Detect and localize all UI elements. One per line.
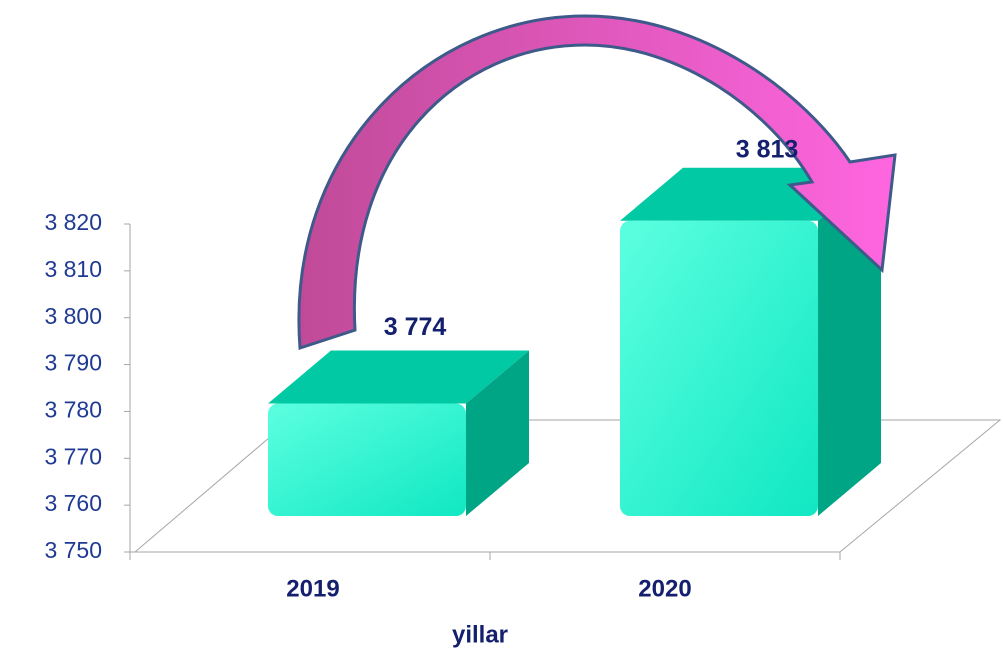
y-tick-label: 3 820 [44,209,102,235]
y-tick-label: 3 780 [44,397,102,423]
y-tick-label: 3 750 [44,537,102,563]
y-tick-label: 3 760 [44,490,102,516]
value-label: 3 774 [384,313,447,341]
bar-front [620,220,818,517]
y-tick-label: 3 770 [44,443,102,469]
y-tick-label: 3 810 [44,256,102,282]
arrow [297,14,897,351]
bar-top [268,350,529,404]
bar [268,350,529,516]
bar-front [268,403,466,516]
x-tick-label: 2020 [638,575,691,602]
x-tick-label: 2019 [286,575,339,602]
y-tick-label: 3 800 [44,303,102,329]
value-label: 3 813 [736,135,799,163]
x-axis-label: yillar [452,621,508,648]
bar-side [466,350,529,516]
y-tick-label: 3 790 [44,350,102,376]
